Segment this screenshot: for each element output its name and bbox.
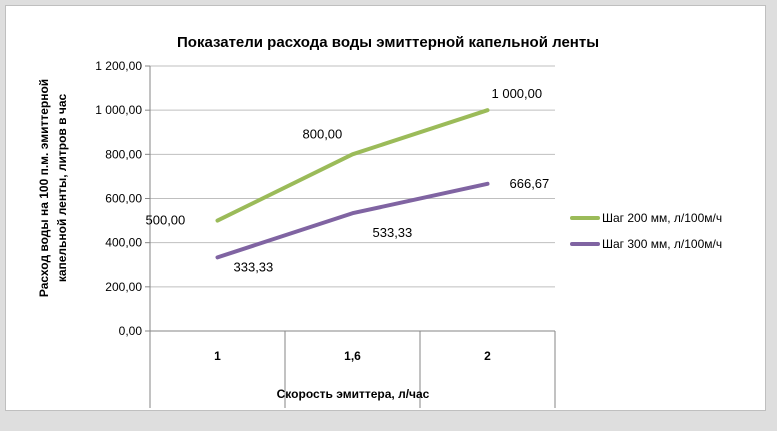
- y-axis-label-line1: Расход воды на 100 п.м. эмиттерной: [37, 79, 51, 297]
- y-tick-label: 600,00: [105, 192, 142, 206]
- series-line: [215, 108, 490, 223]
- gridlines: [150, 65, 555, 288]
- legend-label: Шаг 200 мм, л/100м/ч: [602, 211, 722, 225]
- data-label: 800,00: [303, 126, 343, 141]
- x-axis-ticks: 1 1,6 2: [149, 331, 556, 408]
- legend: Шаг 200 мм, л/100м/ч Шаг 300 мм, л/100м/ч: [570, 211, 722, 251]
- y-tick-label: 400,00: [105, 236, 142, 250]
- y-tick-label: 800,00: [105, 147, 142, 161]
- chart-title: Показатели расхода воды эмиттерной капел…: [177, 34, 599, 51]
- series-line: [215, 181, 490, 260]
- y-axis-label-line2: капельной ленты, литров в час: [55, 94, 69, 283]
- data-label: 333,33: [234, 259, 274, 274]
- x-tick-label: 2: [484, 349, 491, 363]
- x-axis-label: Скорость эмиттера, л/час: [277, 387, 430, 401]
- data-label: 500,00: [146, 213, 186, 228]
- data-label: 666,67: [510, 176, 550, 191]
- y-tick-label: 1 200,00: [95, 59, 142, 73]
- series-layer: [215, 108, 490, 260]
- data-label: 533,33: [373, 225, 413, 240]
- x-tick-label: 1: [214, 349, 221, 363]
- y-tick-label: 0,00: [119, 324, 143, 338]
- data-label: 1 000,00: [492, 86, 543, 101]
- x-tick-label: 1,6: [344, 349, 361, 363]
- legend-label: Шаг 300 мм, л/100м/ч: [602, 237, 722, 251]
- y-axis-ticks: 0,00 200,00 400,00 600,00 800,00 1 000,00 1 20…: [95, 59, 150, 338]
- y-tick-label: 200,00: [105, 280, 142, 294]
- data-labels: 500,00 800,00 1 000,00 333,33 533,33 666,67: [146, 86, 550, 274]
- y-tick-label: 1 000,00: [95, 103, 142, 117]
